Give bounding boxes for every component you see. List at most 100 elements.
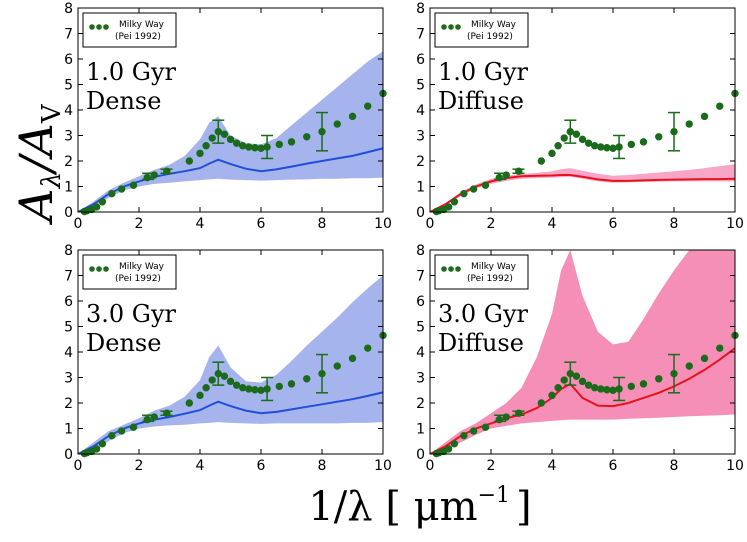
x-tick-label: 10	[374, 458, 392, 474]
observed-point	[226, 135, 235, 144]
observed-point	[603, 386, 611, 394]
observed-point	[232, 381, 241, 389]
legend-marker	[441, 266, 447, 272]
observed-point	[584, 381, 593, 389]
y-tick-label: 0	[416, 205, 425, 221]
x-tick-label: 2	[135, 216, 144, 232]
observed-point	[129, 423, 138, 431]
x-tick-label: 4	[196, 216, 205, 232]
legend-label: Milky Way	[471, 262, 517, 272]
legend-label-ref: (Pei 1992)	[467, 274, 513, 284]
x-tick-label: 10	[726, 458, 744, 474]
y-tick-label: 1	[416, 180, 425, 196]
x-tick-label: 0	[74, 216, 83, 232]
model-band	[430, 250, 735, 454]
observed-point	[275, 140, 283, 149]
legend-marker	[89, 266, 95, 272]
observed-point	[287, 380, 296, 388]
y-tick-label: 8	[416, 1, 425, 17]
observed-point	[716, 102, 724, 110]
observed-point	[208, 134, 216, 142]
observed-point	[108, 189, 116, 198]
observed-point	[98, 440, 107, 448]
observed-point	[239, 142, 247, 150]
observed-point	[591, 142, 599, 150]
legend-marker	[96, 24, 102, 30]
y-tick-label: 0	[64, 447, 73, 463]
observed-point	[603, 144, 611, 152]
panel-title-age: 1.0 Gyr	[86, 58, 177, 86]
observed-point	[572, 130, 581, 138]
observed-point	[548, 391, 556, 400]
observed-point	[117, 185, 126, 193]
observed-point	[251, 144, 259, 152]
panel-title-age: 1.0 Gyr	[438, 58, 529, 86]
y-tick-label: 4	[64, 103, 73, 119]
x-tick-label: 6	[609, 216, 618, 232]
x-tick-label: 6	[609, 458, 618, 474]
legend-marker	[103, 266, 109, 272]
observed-point	[232, 139, 241, 147]
x-tick-label: 2	[487, 216, 496, 232]
observed-point	[364, 102, 372, 110]
y-tick-label: 8	[416, 243, 425, 259]
observed-point	[196, 391, 204, 400]
y-axis-title-sub1: λ	[37, 172, 67, 189]
observed-point	[469, 427, 478, 435]
legend-label: Milky Way	[471, 20, 517, 30]
observed-point	[202, 142, 210, 150]
x-tick-label: 4	[548, 458, 557, 474]
x-tick-label: 8	[318, 216, 327, 232]
observed-point	[257, 386, 265, 394]
observed-point	[700, 354, 709, 363]
y-tick-label: 4	[416, 103, 425, 119]
observed-point	[560, 134, 568, 142]
x-tick-label: 8	[670, 458, 679, 474]
x-axis-title: 1/λ [ μm−1]	[308, 483, 531, 530]
y-tick-label: 2	[416, 154, 425, 170]
legend-label-ref: (Pei 1992)	[115, 274, 161, 284]
observed-point	[117, 427, 126, 435]
observed-point	[584, 139, 593, 147]
legend: Milky Way (Pei 1992)	[82, 254, 177, 290]
observed-point	[627, 140, 635, 149]
y-axis-title-sub2: V	[37, 103, 67, 124]
observed-point	[98, 198, 107, 206]
observed-point	[275, 382, 283, 391]
observed-point	[591, 384, 599, 392]
y-tick-label: 5	[64, 78, 73, 94]
x-axis-title-sup: −1	[478, 483, 510, 508]
observed-point	[609, 386, 617, 394]
y-tick-label: 3	[64, 371, 73, 387]
x-tick-label: 6	[257, 458, 266, 474]
y-tick-label: 1	[64, 422, 73, 438]
panel-title-age: 3.0 Gyr	[86, 300, 177, 328]
panel-title-density: Dense	[86, 329, 161, 357]
observed-point	[303, 133, 311, 141]
x-tick-label: 8	[670, 216, 679, 232]
observed-point	[202, 384, 210, 392]
observed-point	[554, 142, 562, 150]
y-tick-label: 5	[416, 320, 425, 336]
observed-point	[129, 181, 138, 189]
legend-box	[82, 12, 177, 48]
legend-marker	[103, 24, 109, 30]
panel-title-age: 3.0 Gyr	[438, 300, 529, 328]
observed-point	[627, 382, 635, 391]
x-axis-title-close: ]	[516, 484, 532, 530]
observed-point	[220, 130, 229, 138]
observed-point	[469, 185, 478, 193]
panel-title-density: Diffuse	[438, 87, 524, 115]
observed-point	[578, 135, 587, 144]
observed-point	[481, 181, 490, 189]
legend-marker	[441, 24, 447, 30]
legend-marker	[455, 24, 461, 30]
y-tick-label: 2	[64, 154, 73, 170]
observed-point	[245, 385, 253, 393]
observed-point	[92, 203, 101, 211]
y-tick-label: 6	[416, 294, 425, 310]
y-tick-label: 6	[64, 52, 73, 68]
